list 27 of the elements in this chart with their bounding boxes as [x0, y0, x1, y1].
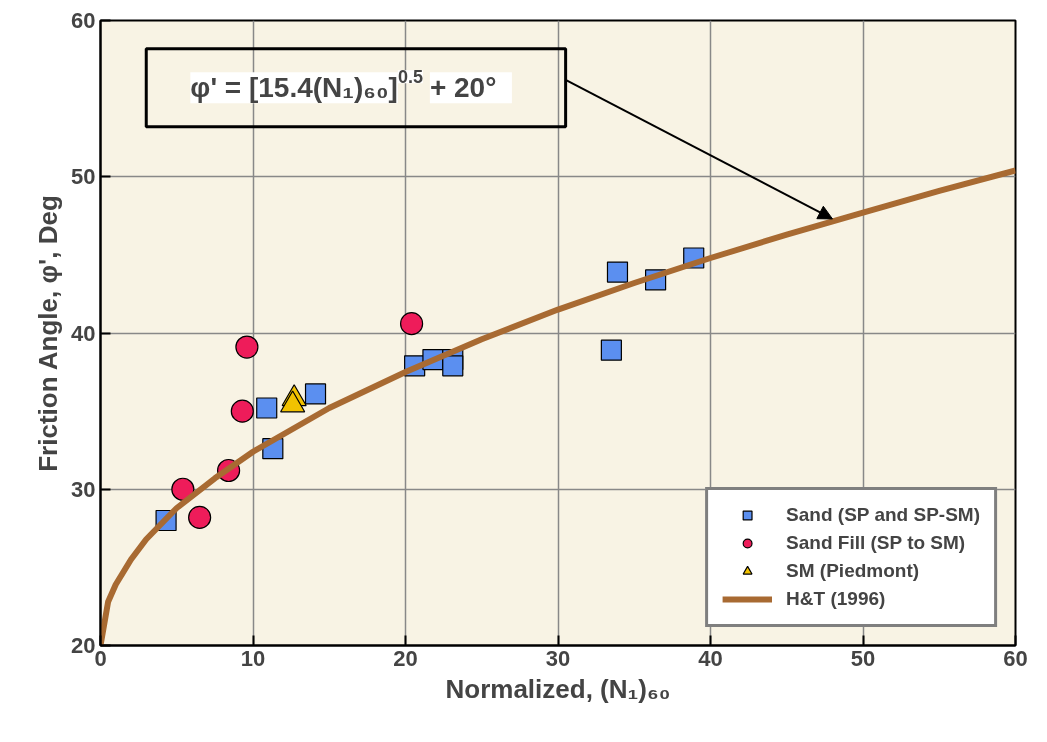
x-tick-label: 10 — [240, 645, 266, 671]
legend-label: SM (Piedmont) — [786, 560, 920, 582]
point — [606, 261, 629, 283]
x-axis-title: Normalized, (N₁)₆₀ — [445, 673, 671, 704]
x-tick-label: 50 — [850, 645, 876, 671]
x-tick-label: 60 — [1003, 645, 1028, 671]
legend-label: Sand Fill (SP to SM) — [786, 532, 966, 554]
point — [171, 477, 195, 501]
point — [304, 383, 327, 405]
x-tick-label: 20 — [393, 645, 418, 671]
legend-label: Sand (SP and SP-SM) — [786, 504, 980, 526]
x-tick-label: 30 — [545, 645, 571, 671]
point — [256, 397, 278, 419]
point — [442, 355, 464, 377]
point — [235, 335, 259, 359]
y-tick-label: 30 — [71, 476, 96, 502]
point — [188, 505, 212, 529]
y-tick-label: 50 — [71, 164, 96, 190]
legend-label: H&T (1996) — [786, 588, 886, 610]
x-tick-label: 0 — [94, 645, 107, 671]
point — [400, 312, 424, 336]
y-tick-label: 60 — [71, 8, 96, 33]
y-axis-title: Friction Angle, φ', Deg — [33, 195, 64, 472]
y-tick-label: 40 — [71, 320, 96, 346]
point — [230, 399, 254, 423]
point — [600, 339, 622, 361]
x-tick-label: 40 — [698, 645, 723, 671]
